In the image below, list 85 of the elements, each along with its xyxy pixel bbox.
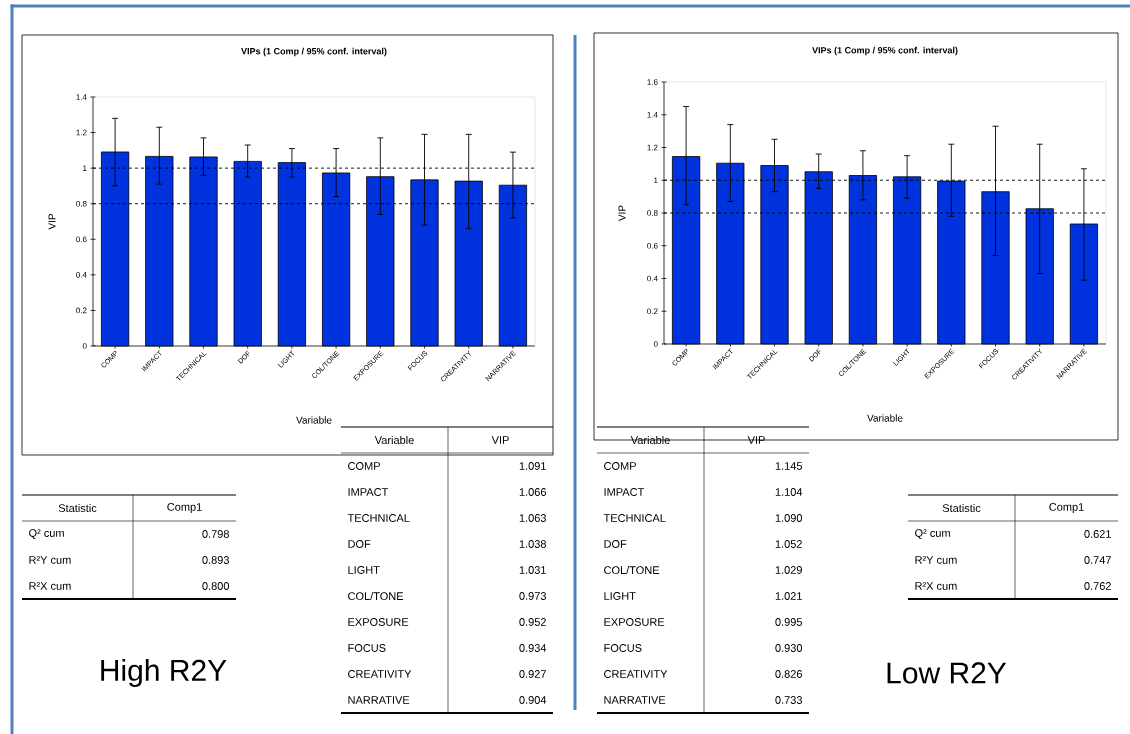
text: Low R2Y: [887, 662, 1007, 684]
y-tick-label: 0.4: [76, 272, 87, 278]
text: 0.904: [519, 696, 547, 704]
category-label: CREATIVITY: [604, 670, 668, 678]
text: 0.952: [519, 618, 546, 626]
y-axis-title: VIP: [48, 213, 56, 230]
y-tick-label: 1.4: [647, 111, 658, 118]
chart-title: VIPs (1 Comp / 95% conf. interval): [241, 47, 387, 57]
category-label: LIGHT: [604, 592, 636, 600]
text: 1.145: [775, 462, 802, 470]
text: Q² cum: [915, 529, 950, 539]
category-label: LIGHT: [348, 566, 380, 574]
text: High R2Y: [101, 659, 227, 687]
y-tick-label: 0.4: [647, 275, 658, 282]
text: 1.104: [775, 488, 803, 496]
text: 0.733: [775, 696, 802, 704]
text: 1.021: [775, 592, 802, 600]
category-label: IMPACT: [348, 488, 389, 496]
text: VIP: [491, 436, 509, 444]
text: 0.995: [775, 618, 802, 626]
text: R²Y cum: [915, 556, 957, 564]
x-axis-title: Variable: [867, 414, 903, 422]
category-label: NARRATIVE: [604, 696, 666, 704]
category-label: COL/TONE: [604, 565, 660, 575]
text: Comp1: [1049, 503, 1084, 513]
text: 0.973: [519, 592, 546, 600]
text: Comp1: [167, 503, 202, 513]
text: 0.798: [202, 530, 229, 538]
y-axis-title: VIP: [618, 205, 626, 222]
text: 0.762: [1084, 582, 1111, 590]
text: Variable: [374, 435, 414, 445]
category-label: COMP: [604, 462, 636, 470]
text: 0.747: [1084, 556, 1111, 564]
y-tick-label: 0: [653, 341, 658, 347]
text: 1.063: [519, 514, 546, 522]
category-label: TECHNICAL: [347, 514, 410, 522]
text: 1.029: [775, 566, 802, 574]
y-tick-label: 1: [83, 165, 87, 171]
text: Q² cum: [29, 529, 64, 539]
text: 0.826: [775, 670, 802, 678]
y-tick-label: 0.8: [647, 210, 658, 216]
text: R²X cum: [29, 582, 71, 590]
category-label: DOF: [348, 540, 371, 548]
text: 1.091: [519, 462, 546, 470]
text: 0.893: [202, 556, 229, 564]
text: 1.066: [519, 488, 546, 496]
category-label: NARRATIVE: [348, 696, 410, 704]
text: Statistic: [942, 503, 981, 513]
y-tick-label: 1.4: [76, 94, 87, 100]
text: Statistic: [58, 503, 97, 513]
category-label: FOCUS: [604, 644, 642, 652]
text: 0.927: [519, 670, 546, 678]
text: 1.090: [775, 514, 803, 522]
category-label: IMPACT: [604, 488, 645, 496]
category-label: TECHNICAL: [603, 514, 666, 522]
y-tick-label: 0.2: [647, 308, 658, 315]
y-tick-label: 1.2: [647, 144, 658, 151]
text: 1.052: [775, 540, 802, 548]
y-tick-label: 0.8: [76, 200, 87, 207]
text: R²Y cum: [29, 556, 71, 564]
chart-title: VIPs (1 Comp / 95% conf. interval): [812, 46, 958, 56]
category-label: EXPOSURE: [348, 618, 409, 626]
text: 0.621: [1084, 530, 1111, 538]
text: 0.800: [202, 582, 230, 590]
text: 1.038: [519, 540, 546, 548]
category-label: FOCUS: [348, 644, 386, 652]
x-axis-title: Variable: [296, 416, 332, 424]
category-label: EXPOSURE: [604, 618, 665, 626]
text: 0.934: [519, 644, 547, 652]
category-label: COMP: [348, 462, 380, 470]
text: R²X cum: [915, 582, 957, 590]
category-label: CREATIVITY: [348, 670, 412, 678]
text: VIP: [747, 436, 765, 444]
category-label: DOF: [604, 540, 627, 548]
text: Variable: [630, 435, 670, 445]
y-tick-label: 0.2: [76, 307, 87, 314]
category-label: COL/TONE: [348, 591, 404, 601]
y-tick-label: 0.6: [647, 242, 658, 249]
y-tick-label: 1.6: [647, 79, 658, 85]
y-tick-label: 1.2: [76, 129, 87, 136]
text: 1.031: [519, 566, 546, 574]
y-tick-label: 0.6: [76, 236, 87, 243]
y-tick-label: 1: [654, 177, 658, 183]
y-tick-label: 0: [82, 343, 87, 349]
text: 0.930: [775, 644, 803, 652]
